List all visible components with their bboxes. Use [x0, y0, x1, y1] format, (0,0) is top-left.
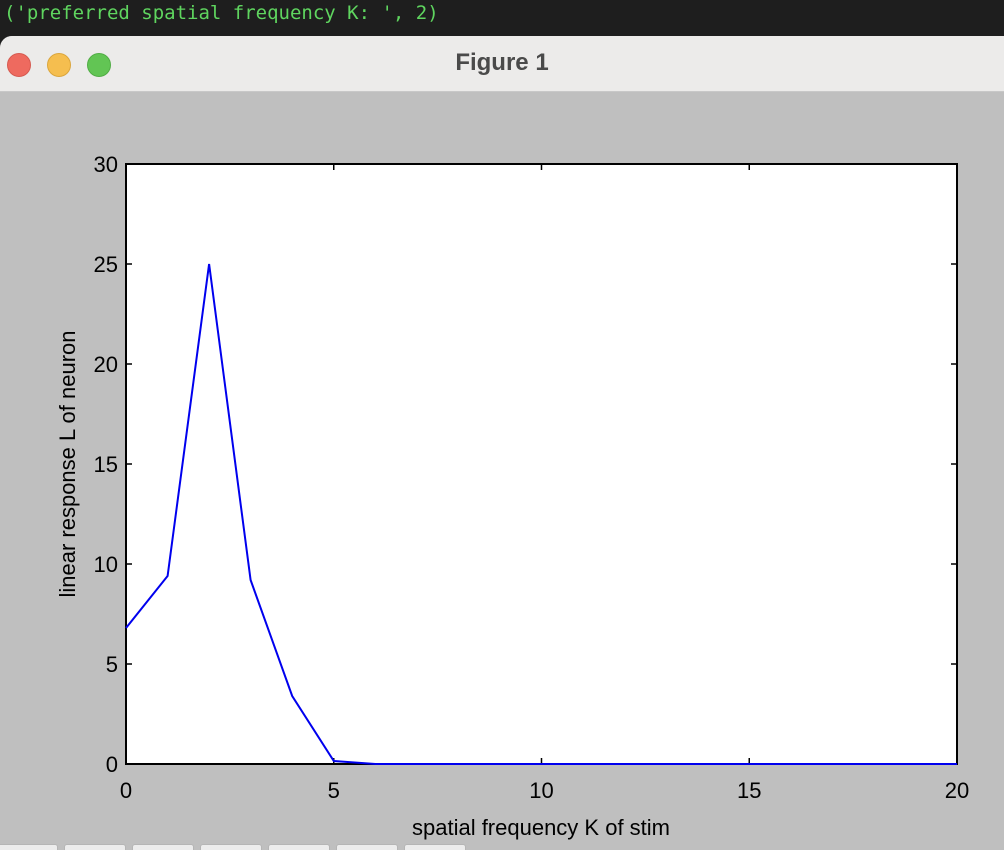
y-tick-label: 20 [94, 352, 118, 377]
x-tick-label: 20 [945, 778, 969, 803]
x-tick-label: 5 [328, 778, 340, 803]
y-tick-label: 30 [94, 152, 118, 177]
minimize-window-button[interactable] [47, 53, 71, 77]
pan-button[interactable] [200, 844, 262, 850]
line-chart: 0 5 10 15 20 0 5 10 15 20 25 30 spatial frequency K… [55, 152, 970, 840]
y-tick-label: 25 [94, 252, 118, 277]
save-button[interactable] [404, 844, 466, 850]
y-tick-label: 5 [106, 652, 118, 677]
y-tick-label: 10 [94, 552, 118, 577]
x-tick-label: 10 [529, 778, 553, 803]
zoom-window-button[interactable] [87, 53, 111, 77]
window-title: Figure 1 [455, 49, 549, 76]
forward-button[interactable] [132, 844, 194, 850]
figure-toolbar [0, 844, 1004, 850]
y-tick-label: 0 [106, 752, 118, 777]
zoom-button[interactable] [268, 844, 330, 850]
figure-window: Figure 1 0 5 10 15 20 0 5 10 15 20 25 30 spatial fr… [0, 36, 1004, 850]
x-tick-label: 15 [737, 778, 761, 803]
home-button[interactable] [0, 844, 58, 850]
y-axis-label: linear response L of neuron [55, 330, 80, 597]
x-tick-label: 0 [120, 778, 132, 803]
terminal-output: ('preferred spatial frequency K: ', 2) [0, 0, 1004, 30]
configure-button[interactable] [336, 844, 398, 850]
back-button[interactable] [64, 844, 126, 850]
x-axis-label: spatial frequency K of stim [412, 815, 670, 840]
figure-canvas: 0 5 10 15 20 0 5 10 15 20 25 30 spatial frequency K… [0, 92, 1004, 850]
plot-area [125, 163, 958, 765]
axis-tick-labels: 0 5 10 15 20 0 5 10 15 20 25 30 [94, 152, 970, 803]
y-tick-label: 15 [94, 452, 118, 477]
close-window-button[interactable] [7, 53, 31, 77]
series-line [125, 263, 957, 765]
title-bar: Figure 1 [0, 36, 1004, 92]
